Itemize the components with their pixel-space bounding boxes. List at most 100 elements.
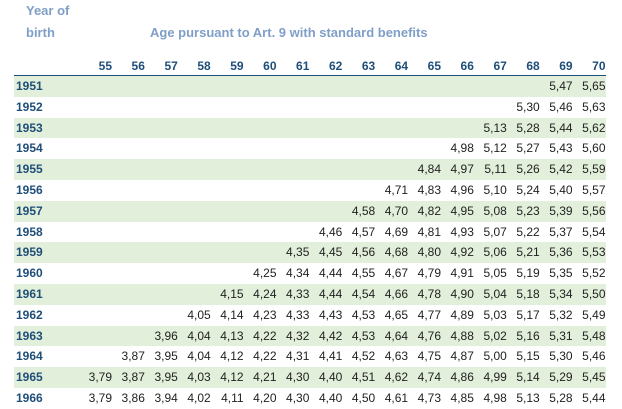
value-cell: 4,91 — [450, 266, 474, 281]
value-cell: 5,12 — [483, 141, 507, 156]
table-row: 1951 5,47 5,65 — [14, 76, 606, 97]
age-header-61: 61 — [296, 59, 310, 73]
value-cell: 5,34 — [549, 286, 573, 301]
value-cell: 5,16 — [516, 328, 540, 343]
table-row: 1962 4,05 4,14 4,23 4,33 4,43 4,53 4,65 4,77 4,89… — [14, 305, 606, 326]
value-cell: 4,50 — [351, 390, 376, 405]
table-row: 1953 5,13 5,28 5,44 5,62 — [14, 117, 606, 139]
age-header-64: 64 — [394, 59, 409, 73]
table-row: 1963 3,96 4,04 4,13 4,22 4,32 4,42 4,53 4,64 4,76… — [14, 325, 606, 347]
age-header-65: 65 — [427, 59, 441, 73]
value-cell: 5,32 — [549, 307, 573, 322]
value-cell: 4,56 — [351, 245, 376, 260]
value-cell: 4,98 — [450, 141, 474, 156]
value-cell: 4,41 — [318, 349, 343, 364]
value-cell: 5,13 — [483, 120, 507, 135]
value-cell: 5,36 — [549, 245, 573, 260]
table-row: 1958 4,46 4,57 4,69 4,81 4,93 5,07 5,22 5,37 5,54 — [14, 222, 606, 243]
value-cell: 5,11 — [484, 162, 507, 177]
value-cell: 4,25 — [253, 266, 277, 281]
value-cell: 5,45 — [582, 370, 606, 385]
table-row: 1965 3,79 3,87 3,95 4,03 4,12 4,21 4,30 4,40 4,51… — [14, 367, 606, 388]
birth-year-cell: 1966 — [16, 390, 43, 405]
value-cell: 4,83 — [417, 182, 441, 197]
value-cell: 4,03 — [187, 370, 211, 385]
value-cell: 4,70 — [384, 203, 409, 218]
table-row: 1955 4,84 4,97 5,11 5,26 5,42 5,59 — [14, 159, 606, 180]
birth-year-cell: 1953 — [16, 120, 43, 135]
value-cell: 4,53 — [351, 307, 376, 322]
birth-year-cell: 1956 — [16, 182, 43, 197]
age-header-68: 68 — [526, 59, 540, 73]
value-cell: 4,71 — [384, 182, 409, 197]
table-row: 1960 4,25 4,34 4,44 4,55 4,67 4,79 4,91 5,05 5,19… — [14, 263, 606, 284]
age-header-row: 55 56 57 58 59 60 61 62 63 64 65 66 67 68 69 70 — [0, 58, 622, 75]
value-cell: 5,57 — [582, 182, 606, 197]
age-header-66: 66 — [460, 59, 474, 73]
birth-year-cell: 1963 — [16, 328, 43, 343]
value-cell: 5,24 — [516, 182, 540, 197]
value-cell: 4,43 — [318, 307, 343, 322]
value-cell: 4,93 — [450, 224, 474, 239]
value-cell: 5,56 — [582, 203, 606, 218]
value-cell: 3,96 — [154, 328, 178, 343]
value-cell: 4,92 — [450, 245, 474, 260]
value-cell: 5,30 — [516, 99, 540, 114]
birth-year-cell: 1959 — [16, 245, 43, 260]
value-cell: 4,33 — [286, 286, 310, 301]
age-header-55: 55 — [98, 59, 112, 73]
value-cell: 5,14 — [516, 370, 540, 385]
birth-year-cell: 1951 — [16, 79, 43, 93]
age-header-70: 70 — [592, 59, 606, 73]
value-cell: 5,23 — [516, 203, 540, 218]
value-cell: 5,07 — [483, 224, 507, 239]
value-cell: 5,31 — [549, 328, 573, 343]
value-cell: 4,76 — [417, 328, 441, 343]
value-cell: 3,95 — [154, 349, 178, 364]
value-cell: 5,60 — [582, 141, 606, 156]
value-cell: 5,65 — [582, 79, 606, 93]
value-cell: 4,73 — [417, 390, 441, 405]
value-cell: 3,79 — [88, 390, 112, 405]
value-cell: 3,79 — [88, 370, 112, 385]
value-cell: 4,44 — [318, 266, 343, 281]
value-cell: 4,61 — [384, 390, 409, 405]
value-cell: 4,62 — [384, 370, 409, 385]
value-cell: 4,53 — [351, 328, 376, 343]
age-header-62: 62 — [328, 59, 343, 73]
value-cell: 4,98 — [483, 390, 507, 405]
value-cell: 5,15 — [516, 349, 540, 364]
value-cell: 4,04 — [187, 349, 211, 364]
value-cell: 4,13 — [220, 328, 244, 343]
value-cell: 4,23 — [253, 307, 277, 322]
birth-year-cell: 1960 — [16, 266, 43, 281]
value-cell: 4,82 — [417, 203, 441, 218]
value-cell: 4,15 — [220, 286, 244, 301]
age-header-57: 57 — [164, 59, 178, 73]
value-cell: 3,95 — [154, 370, 178, 385]
birth-year-cell: 1958 — [16, 224, 43, 239]
value-cell: 5,37 — [549, 224, 573, 239]
value-cell: 5,27 — [516, 141, 540, 156]
value-cell: 4,86 — [450, 370, 474, 385]
value-cell: 4,87 — [450, 349, 474, 364]
value-cell: 4,51 — [351, 370, 376, 385]
value-cell: 5,05 — [483, 266, 507, 281]
value-cell: 4,68 — [384, 245, 409, 260]
value-cell: 3,87 — [121, 349, 145, 364]
value-cell: 4,77 — [417, 307, 441, 322]
value-cell: 4,42 — [318, 328, 343, 343]
value-cell: 4,65 — [384, 307, 409, 322]
value-cell: 5,39 — [549, 203, 573, 218]
birth-label: birth — [26, 25, 55, 40]
value-cell: 4,12 — [220, 349, 244, 364]
value-cell: 5,30 — [549, 349, 573, 364]
value-cell: 4,64 — [384, 328, 409, 343]
age-header-58: 58 — [197, 59, 211, 73]
value-cell: 5,08 — [483, 203, 507, 218]
value-cell: 5,50 — [582, 286, 606, 301]
value-cell: 4,85 — [450, 390, 474, 405]
age-header-56: 56 — [131, 59, 145, 73]
value-cell: 4,80 — [417, 245, 441, 260]
value-cell: 5,62 — [582, 120, 606, 135]
